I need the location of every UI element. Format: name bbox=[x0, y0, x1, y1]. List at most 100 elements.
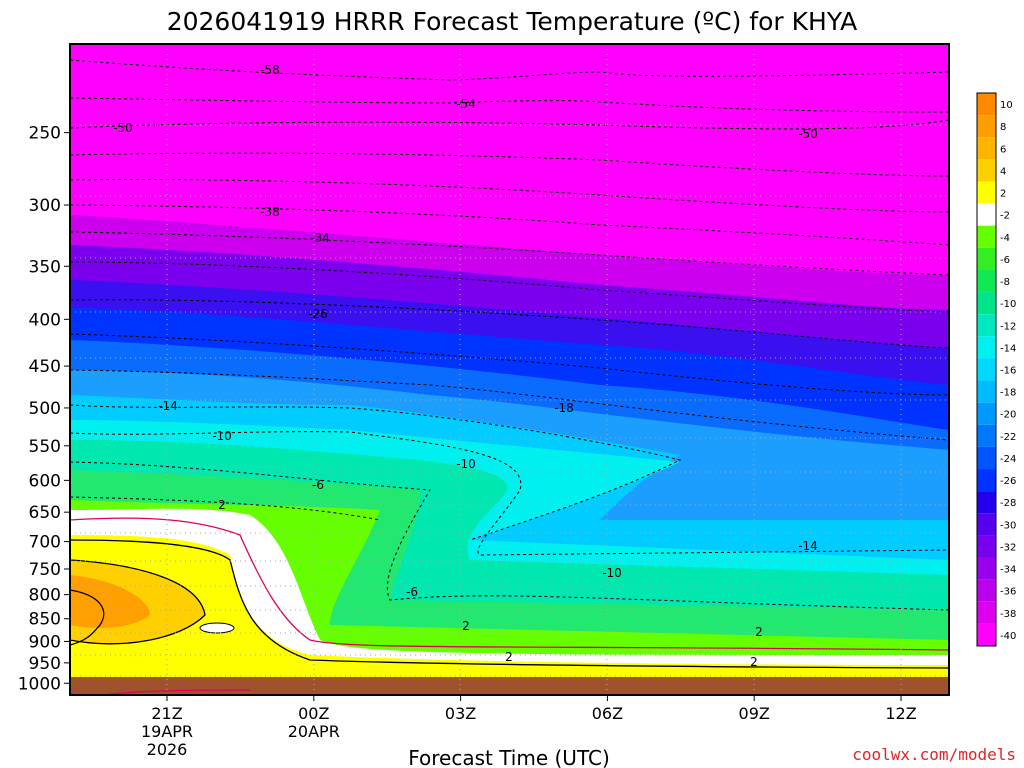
x-tick-label: 21Z bbox=[151, 704, 182, 723]
colorbar-swatch bbox=[977, 115, 996, 138]
contour-label: -6 bbox=[406, 585, 418, 599]
y-tick-label: 950 bbox=[29, 654, 61, 674]
colorbar-swatch bbox=[977, 402, 996, 425]
contour-label: -50 bbox=[798, 127, 818, 141]
colorbar-label: -12 bbox=[1000, 321, 1016, 332]
contour-label: -58 bbox=[260, 63, 280, 77]
colorbar-swatch bbox=[977, 491, 996, 514]
y-tick-label: 850 bbox=[29, 610, 61, 630]
colorbar-label: 6 bbox=[1000, 144, 1006, 155]
chart-title: 2026041919 HRRR Forecast Temperature (ºC… bbox=[167, 7, 858, 36]
colorbar-swatch bbox=[977, 159, 996, 182]
colorbar-swatch bbox=[977, 336, 996, 359]
colorbar-label: -18 bbox=[1000, 388, 1016, 399]
colorbar-label: 2 bbox=[1000, 189, 1006, 200]
colorbar-swatch bbox=[977, 225, 996, 248]
contour-label: -54 bbox=[456, 97, 476, 111]
colorbar-swatch bbox=[977, 181, 996, 204]
contour-labels: -58 -54 -50 -50 -38 -34 -26 -18 -14 -10 -10 -6 2 -6 -1… bbox=[113, 63, 818, 669]
colorbar-swatch bbox=[977, 446, 996, 470]
colorbar-swatch bbox=[977, 579, 996, 602]
x-tick-date: 19APR bbox=[141, 722, 193, 741]
colorbar-frame bbox=[976, 92, 997, 647]
colorbar-swatch bbox=[977, 269, 996, 293]
x-tick-label: 00Z bbox=[298, 704, 329, 723]
colorbar-label: 4 bbox=[1000, 166, 1006, 177]
colorbar-swatch bbox=[977, 93, 996, 116]
x-tick-label: 06Z bbox=[592, 704, 623, 723]
y-tick-label: 450 bbox=[29, 357, 61, 377]
y-tick-label: 550 bbox=[29, 437, 61, 457]
colorbar-label: -40 bbox=[1000, 631, 1016, 642]
colorbar-label: -36 bbox=[1000, 587, 1016, 598]
contour-label: 2 bbox=[505, 650, 513, 664]
contour-label: -10 bbox=[212, 429, 232, 443]
y-tick-label: 1000 bbox=[18, 674, 61, 694]
colorbar-label: -8 bbox=[1000, 277, 1010, 288]
y-tick-label: 500 bbox=[29, 399, 61, 419]
colorbar: 10 8 6 4 2 -2 -4 -6 -8 -10 -12 -14 -16 -18 -20 -22 -24 -2… bbox=[976, 92, 1016, 647]
colorbar-label: -16 bbox=[1000, 366, 1016, 377]
colorbar-swatch bbox=[977, 469, 996, 492]
colorbar-label: -10 bbox=[1000, 299, 1016, 310]
x-tick-year: 2026 bbox=[147, 740, 188, 759]
colorbar-swatch bbox=[977, 247, 996, 270]
contour-label: -14 bbox=[798, 539, 818, 553]
colorbar-swatch bbox=[977, 380, 996, 403]
x-tick-label: 12Z bbox=[885, 704, 916, 723]
x-tick-date: 20APR bbox=[288, 722, 340, 741]
contour-label: -6 bbox=[312, 478, 324, 492]
colorbar-label: 10 bbox=[1000, 100, 1013, 111]
colorbar-label: -24 bbox=[1000, 454, 1016, 465]
colorbar-label: -38 bbox=[1000, 609, 1016, 620]
colorbar-label: -20 bbox=[1000, 410, 1016, 421]
x-tick-label: 09Z bbox=[739, 704, 770, 723]
band-white-blob bbox=[199, 622, 235, 634]
y-tick-label: 650 bbox=[29, 503, 61, 523]
contour-label: -38 bbox=[260, 205, 280, 219]
contour-label: 2 bbox=[218, 498, 226, 512]
ground bbox=[70, 677, 949, 695]
contour-label: 2 bbox=[755, 625, 763, 639]
colorbar-label: 8 bbox=[1000, 122, 1006, 133]
colorbar-swatch bbox=[977, 314, 996, 337]
band-yellow bbox=[70, 535, 949, 695]
colorbar-label: -6 bbox=[1000, 255, 1010, 266]
y-tick-label: 400 bbox=[29, 310, 61, 330]
y-tick-label: 350 bbox=[29, 257, 61, 277]
colorbar-swatch bbox=[977, 292, 996, 315]
colorbar-label: -22 bbox=[1000, 432, 1016, 443]
y-tick-label: 250 bbox=[29, 124, 61, 144]
colorbar-swatch bbox=[977, 513, 996, 536]
contour-label: -18 bbox=[554, 401, 574, 415]
x-tick-label: 03Z bbox=[445, 704, 476, 723]
contour-label: -26 bbox=[308, 307, 328, 321]
colorbar-label: -4 bbox=[1000, 233, 1010, 244]
plot-frame bbox=[69, 43, 950, 696]
colorbar-swatch bbox=[977, 601, 996, 624]
colorbar-swatch bbox=[977, 358, 996, 381]
contour-label: -10 bbox=[602, 566, 622, 580]
y-tick-label: 300 bbox=[29, 196, 61, 216]
x-axis-label: Forecast Time (UTC) bbox=[408, 746, 610, 768]
y-tick-label: 800 bbox=[29, 586, 61, 606]
credit-text: coolwx.com/models bbox=[852, 745, 1016, 764]
contour-label: -10 bbox=[456, 457, 476, 471]
contour-label: 2 bbox=[750, 655, 758, 669]
contour-label: -14 bbox=[158, 399, 178, 413]
colorbar-label: -2 bbox=[1000, 211, 1010, 222]
colorbar-label: -26 bbox=[1000, 476, 1016, 487]
colorbar-swatch bbox=[977, 137, 996, 160]
colorbar-swatch bbox=[977, 424, 996, 447]
y-tick-label: 900 bbox=[29, 632, 61, 652]
band-orange bbox=[70, 575, 150, 628]
colorbar-label: -34 bbox=[1000, 565, 1016, 576]
plot-area bbox=[70, 44, 949, 695]
colorbar-swatch bbox=[977, 535, 996, 558]
y-tick-label: 700 bbox=[29, 533, 61, 553]
contour-label: 2 bbox=[462, 619, 470, 633]
y-tick-label: 750 bbox=[29, 560, 61, 580]
colorbar-label: -14 bbox=[1000, 343, 1016, 354]
